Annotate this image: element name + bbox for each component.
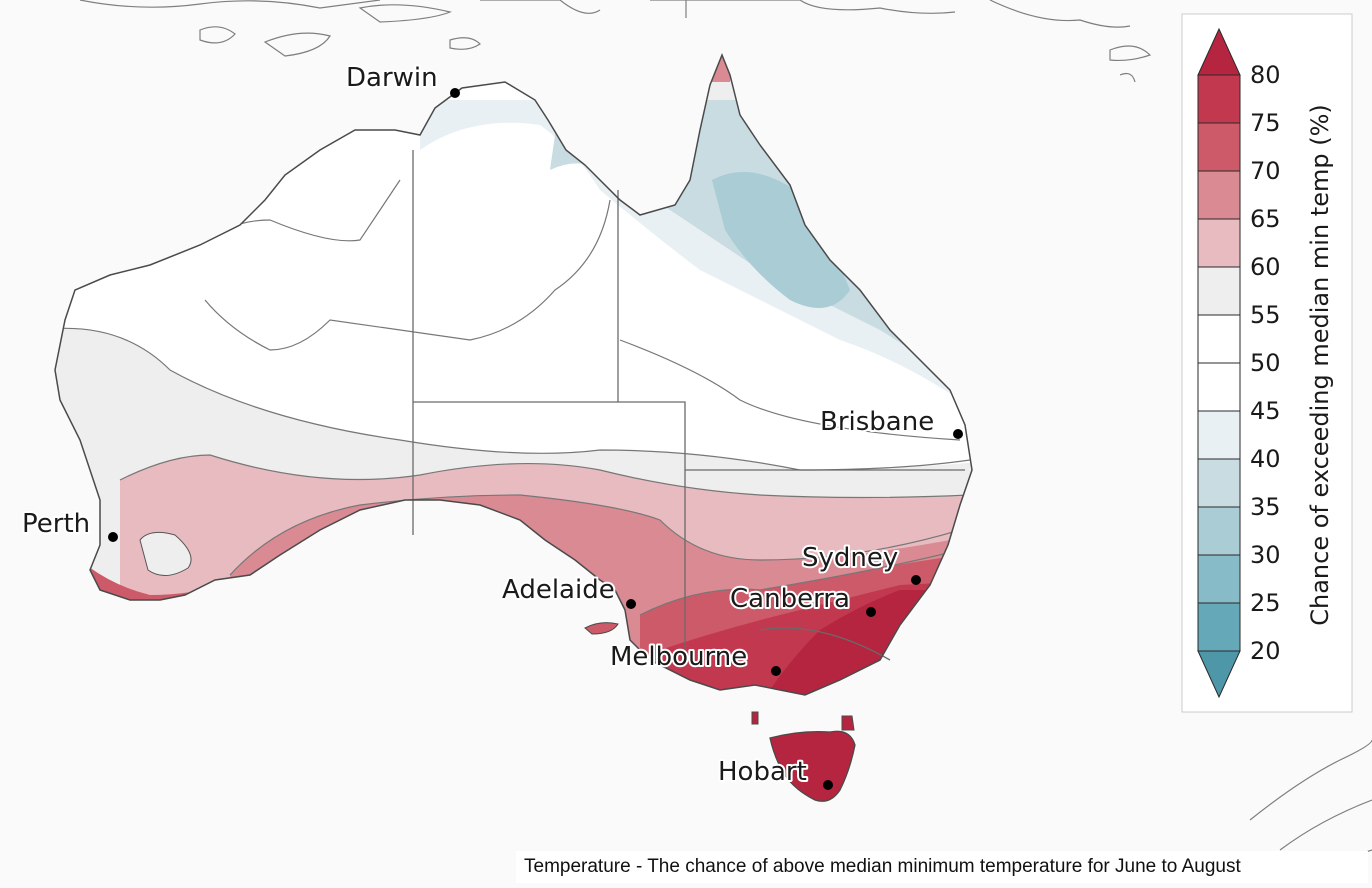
darwin-marker bbox=[450, 88, 460, 98]
city-label-perth: Perth bbox=[22, 509, 90, 539]
legend-band-20-25 bbox=[1197, 602, 1241, 652]
canberra-marker bbox=[866, 607, 876, 617]
city-label-canberra: Canberra bbox=[730, 584, 850, 614]
region-30-35 bbox=[712, 172, 850, 308]
legend-tick-label: 35 bbox=[1250, 493, 1281, 521]
probability-regions bbox=[55, 55, 972, 695]
hobart-marker bbox=[823, 780, 833, 790]
legend-tick-label: 75 bbox=[1250, 109, 1281, 137]
legend-band-75-80 bbox=[1197, 74, 1241, 124]
legend-tick-label: 80 bbox=[1250, 61, 1281, 89]
brisbane-marker bbox=[953, 429, 963, 439]
melbourne-marker bbox=[771, 666, 781, 676]
state-borders bbox=[412, 150, 965, 661]
legend-band-30-35 bbox=[1197, 506, 1241, 556]
city-label-adelaide: Adelaide bbox=[502, 575, 615, 605]
legend-tick-label: 30 bbox=[1250, 541, 1281, 569]
legend-band-70-75 bbox=[1197, 122, 1241, 172]
sydney-marker bbox=[911, 575, 921, 585]
legend-tick-label: 60 bbox=[1250, 253, 1281, 281]
legend-colorbar bbox=[1197, 27, 1241, 699]
perth-marker bbox=[108, 532, 118, 542]
legend-tick-label: 70 bbox=[1250, 157, 1281, 185]
legend-band-25-30 bbox=[1197, 554, 1241, 604]
legend-band-55-60 bbox=[1197, 266, 1241, 316]
tasmania bbox=[769, 730, 856, 802]
legend-band-40-45 bbox=[1197, 410, 1241, 460]
city-label-darwin: Darwin bbox=[346, 63, 438, 93]
legend-tick-label: 20 bbox=[1250, 637, 1281, 665]
legend-band-65-70 bbox=[1197, 170, 1241, 220]
legend-tick-label: 65 bbox=[1250, 205, 1281, 233]
legend-band-50-55 bbox=[1197, 314, 1241, 364]
city-labels: Darwin Brisbane Perth Sydney Adelaide Ca… bbox=[20, 61, 936, 789]
kangaroo-island bbox=[584, 622, 619, 635]
australia-coastline bbox=[54, 52, 973, 696]
city-label-melbourne: Melbourne bbox=[610, 642, 747, 672]
adelaide-marker bbox=[626, 599, 636, 609]
legend-tick-label: 40 bbox=[1250, 445, 1281, 473]
city-label-brisbane: Brisbane bbox=[820, 407, 934, 437]
legend-band-35-40 bbox=[1197, 458, 1241, 508]
legend-band-45-50 bbox=[1197, 362, 1241, 412]
legend-title: Chance of exceeding median min temp (%) bbox=[1306, 104, 1334, 626]
legend-tick-label: 25 bbox=[1250, 589, 1281, 617]
legend-band-<20 bbox=[1197, 650, 1241, 699]
city-markers bbox=[108, 88, 963, 790]
legend-band-60-65 bbox=[1197, 218, 1241, 268]
legend-tick-label: 45 bbox=[1250, 397, 1281, 425]
city-label-hobart: Hobart bbox=[718, 757, 807, 787]
legend: 80 75 70 65 60 55 50 45 40 35 30 25 20 Chance of exc… bbox=[1181, 13, 1353, 713]
map-caption: Temperature - The chance of above median… bbox=[516, 851, 1368, 883]
city-label-sydney: Sydney bbox=[802, 543, 898, 573]
legend-tick-label: 50 bbox=[1250, 349, 1281, 377]
legend-tick-label: 55 bbox=[1250, 301, 1281, 329]
legend-ticks: 80 75 70 65 60 55 50 45 40 35 30 25 20 bbox=[1250, 61, 1281, 665]
